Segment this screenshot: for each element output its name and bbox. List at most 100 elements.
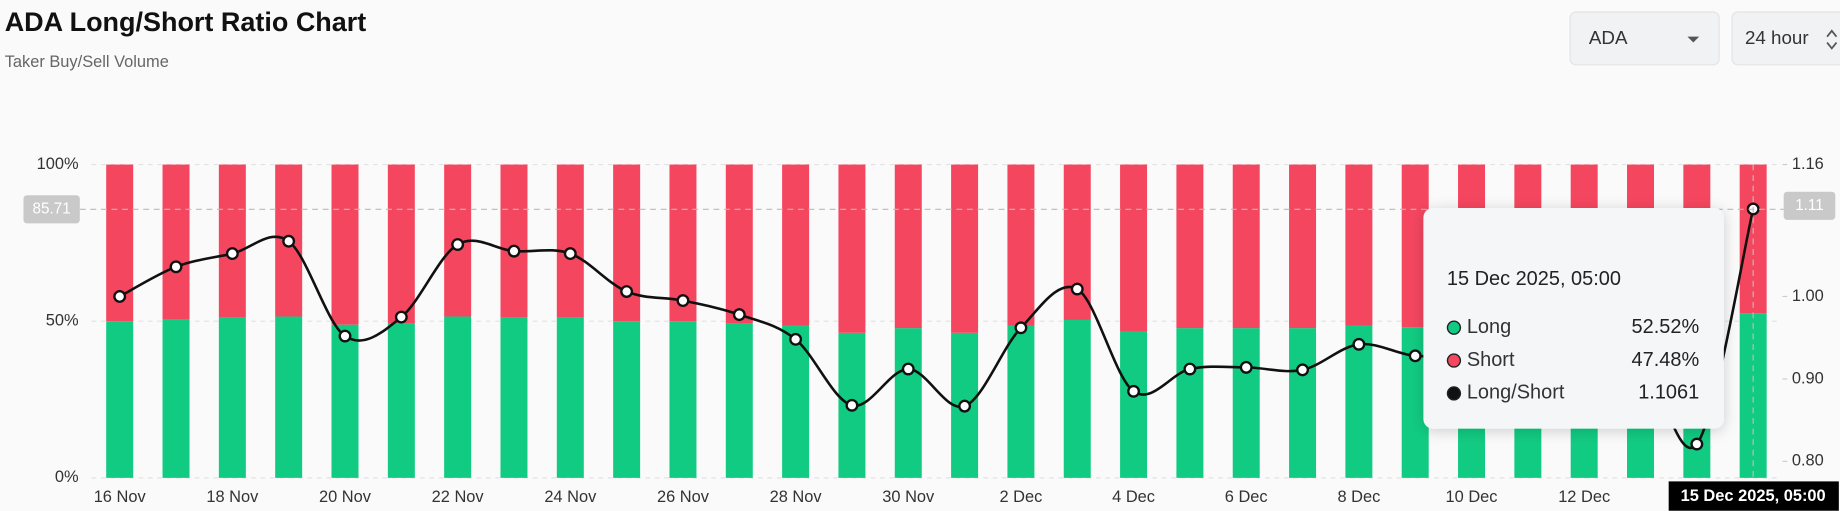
ratio-point bbox=[507, 244, 521, 258]
bar-long bbox=[387, 323, 415, 478]
tooltip-swatch bbox=[1446, 386, 1462, 401]
bar-short bbox=[782, 164, 810, 326]
x-tick-label: 26 Nov bbox=[657, 488, 710, 506]
bar-long bbox=[725, 323, 753, 478]
y-tick-label: 50% bbox=[46, 312, 79, 330]
bar-short bbox=[1120, 164, 1148, 332]
bar-long bbox=[1007, 325, 1035, 478]
ratio-point bbox=[901, 362, 915, 376]
tooltip-name: Long bbox=[1467, 316, 1511, 338]
bar-short bbox=[1232, 164, 1260, 329]
bar-long bbox=[1345, 325, 1373, 478]
select-value[interactable]: 24 hour bbox=[1745, 27, 1809, 48]
crosshair-x-box bbox=[1668, 481, 1839, 511]
y2-tick-label: 1.00 bbox=[1792, 287, 1824, 305]
tooltip: 15 Dec 2025, 05:00 Long 52.52% Short 47.48% L… bbox=[1423, 207, 1724, 429]
bar-short bbox=[951, 164, 979, 333]
bar-short bbox=[894, 164, 922, 329]
crosshair-x-label: 15 Dec 2025, 05:00 bbox=[1681, 487, 1826, 505]
bar-short bbox=[1007, 164, 1035, 326]
bar-short bbox=[387, 164, 415, 324]
ratio-point bbox=[394, 310, 408, 324]
ratio-point bbox=[676, 294, 690, 308]
y-tick-label: 100% bbox=[37, 155, 79, 173]
ratio-point bbox=[789, 332, 803, 346]
select-box[interactable] bbox=[1569, 11, 1720, 66]
tooltip-value: 47.48% bbox=[1632, 349, 1700, 371]
bar-long bbox=[1120, 331, 1148, 478]
x-tick-label: 6 Dec bbox=[1225, 488, 1268, 506]
ratio-point bbox=[1183, 362, 1197, 376]
bar-long bbox=[1289, 328, 1317, 478]
select-value[interactable]: ADA bbox=[1589, 27, 1628, 48]
select-box[interactable] bbox=[1731, 11, 1840, 66]
ratio-point bbox=[169, 260, 183, 274]
bar-long bbox=[275, 316, 303, 478]
select-caret bbox=[1687, 36, 1700, 43]
bar-short bbox=[1176, 164, 1204, 329]
x-tick-label: 12 Dec bbox=[1558, 488, 1610, 506]
ratio-point bbox=[620, 285, 634, 298]
symbol-select[interactable]: ADA bbox=[1569, 11, 1720, 66]
x-tick-label: 16 Nov bbox=[94, 488, 147, 506]
x-tick-label: 4 Dec bbox=[1112, 488, 1155, 506]
tooltip-swatch bbox=[1446, 320, 1462, 335]
ratio-point bbox=[451, 238, 465, 251]
tooltip-name: Short bbox=[1467, 349, 1515, 371]
bar-short bbox=[1289, 164, 1317, 329]
x-tick-label: 2 Dec bbox=[999, 488, 1042, 506]
ratio-point bbox=[958, 399, 972, 413]
x-tick-label: 18 Nov bbox=[206, 488, 259, 506]
ratio-point bbox=[732, 308, 746, 322]
bar-short bbox=[218, 164, 246, 318]
crosshair-y-box bbox=[23, 195, 80, 224]
ratio-point bbox=[1239, 360, 1253, 374]
x-tick-label: 20 Nov bbox=[319, 488, 372, 506]
ratio-point bbox=[1690, 437, 1704, 451]
bar-long bbox=[1176, 328, 1204, 478]
bar-long bbox=[218, 317, 246, 478]
select-arrows bbox=[1826, 29, 1838, 50]
ratio-point bbox=[338, 329, 352, 343]
x-tick-label: 22 Nov bbox=[432, 488, 485, 506]
ratio-point bbox=[1014, 321, 1028, 335]
tooltip-value: 52.52% bbox=[1632, 316, 1700, 338]
ratio-point bbox=[845, 398, 859, 412]
bar-short bbox=[838, 164, 866, 333]
bar-short bbox=[556, 164, 584, 318]
tooltip-name: Long/Short bbox=[1467, 382, 1565, 404]
bar-short bbox=[1345, 164, 1373, 326]
ratio-point bbox=[1070, 282, 1084, 296]
ratio-point bbox=[1352, 337, 1366, 351]
interval-select[interactable]: 24 hour bbox=[1731, 11, 1840, 66]
ratio-point bbox=[563, 247, 577, 261]
crosshair-y2-box bbox=[1783, 191, 1836, 220]
y-tick-label: 0% bbox=[55, 468, 79, 486]
bar-long bbox=[613, 321, 641, 478]
tooltip-swatch bbox=[1446, 353, 1462, 368]
bar-short bbox=[1063, 164, 1091, 320]
bar-short bbox=[331, 164, 359, 325]
bar-short bbox=[500, 164, 528, 318]
ratio-point bbox=[1408, 349, 1422, 363]
bar-long bbox=[331, 324, 359, 478]
bar-long bbox=[106, 321, 134, 478]
ratio-point bbox=[1296, 363, 1310, 377]
bar-long bbox=[162, 319, 190, 478]
bar-long bbox=[500, 317, 528, 478]
x-tick-label: 8 Dec bbox=[1337, 488, 1380, 506]
y2-tick-label: 0.90 bbox=[1792, 369, 1824, 387]
bar-long bbox=[444, 316, 472, 478]
crosshair-y2-label: 1.11 bbox=[1795, 197, 1824, 214]
page-subtitle: Taker Buy/Sell Volume bbox=[5, 53, 169, 71]
page-title: ADA Long/Short Ratio Chart bbox=[5, 7, 367, 37]
bar-long bbox=[1232, 328, 1260, 478]
bar-long bbox=[894, 328, 922, 478]
bar-long bbox=[556, 317, 584, 478]
tooltip-title: 15 Dec 2025, 05:00 bbox=[1447, 268, 1621, 290]
crosshair-y-label: 85.71 bbox=[33, 200, 71, 217]
ratio-point bbox=[1127, 384, 1141, 398]
tooltip-value: 1.1061 bbox=[1638, 382, 1699, 404]
